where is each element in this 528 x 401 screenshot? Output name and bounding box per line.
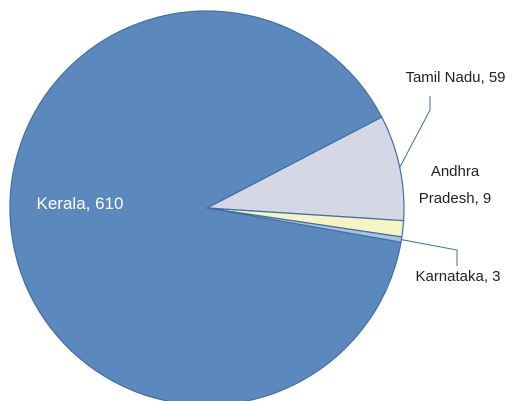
pie-slice: Kerala xyxy=(9,10,402,401)
leader-line xyxy=(399,96,431,168)
pie-slice: Tamil Nadu xyxy=(204,116,405,222)
data-label: Karnataka, 3 xyxy=(415,268,501,285)
leader-line xyxy=(401,239,458,266)
data-label: Kerala, 610 xyxy=(36,194,124,213)
data-label: Andhra Pradesh, 9 xyxy=(418,163,492,207)
data-label: Tamil Nadu, 59 xyxy=(405,69,506,86)
